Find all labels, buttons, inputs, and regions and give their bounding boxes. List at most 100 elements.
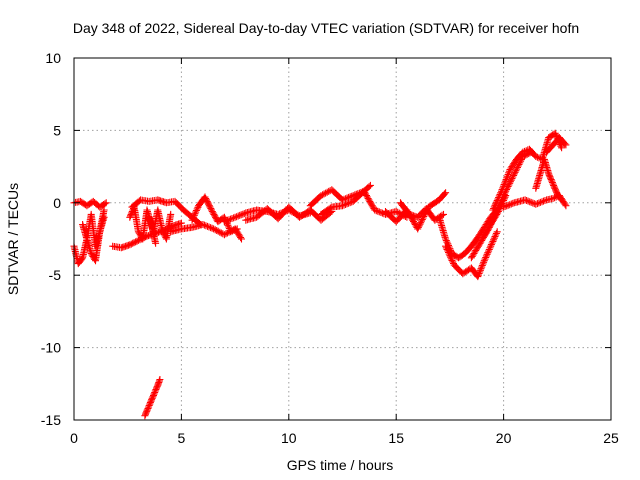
data-point-marker <box>233 213 241 221</box>
data-point-marker <box>501 203 509 210</box>
data-point-marker <box>485 223 493 231</box>
data-point-marker <box>202 222 210 230</box>
data-point-marker <box>153 384 160 392</box>
data-point-marker <box>562 202 570 210</box>
data-point-marker <box>478 262 486 269</box>
data-point-marker <box>345 199 353 207</box>
data-point-marker <box>147 397 155 405</box>
data-point-marker <box>153 383 161 391</box>
data-point-marker <box>503 202 511 210</box>
data-point-marker <box>374 207 382 215</box>
data-point-marker <box>228 215 236 222</box>
data-point-marker <box>214 227 222 235</box>
data-point-marker <box>220 218 228 226</box>
data-point-marker <box>199 221 207 228</box>
data-point-marker <box>152 386 160 394</box>
data-point-marker <box>532 200 540 208</box>
data-point-marker <box>488 219 496 227</box>
data-point-marker <box>236 211 244 219</box>
data-point-marker <box>227 228 235 236</box>
data-point-marker <box>322 189 330 197</box>
data-point-marker <box>208 208 216 215</box>
data-point-marker <box>487 241 495 249</box>
data-point-marker <box>562 141 570 149</box>
data-point-marker <box>326 204 334 212</box>
data-point-marker <box>151 387 159 395</box>
data-point-marker <box>548 177 556 185</box>
data-point-marker <box>475 270 483 277</box>
x-tick-label: 15 <box>388 430 404 446</box>
data-point-marker <box>489 237 497 245</box>
data-point-marker <box>549 180 557 188</box>
data-point-marker <box>490 236 498 244</box>
data-point-marker <box>142 409 150 417</box>
data-point-marker <box>488 218 496 226</box>
data-point-marker <box>552 187 560 195</box>
data-point-marker <box>320 190 328 198</box>
data-point-marker <box>495 194 503 201</box>
data-point-marker <box>497 189 505 197</box>
data-point-marker <box>205 223 213 231</box>
data-point-marker <box>346 199 354 207</box>
data-point-marker <box>416 220 424 228</box>
data-point-marker <box>503 174 511 182</box>
data-point-marker <box>501 193 509 201</box>
data-point-marker <box>445 250 453 258</box>
data-point-marker <box>126 213 134 221</box>
data-point-marker <box>363 193 371 201</box>
data-point-marker <box>492 200 500 208</box>
data-point-marker <box>491 201 499 209</box>
data-point-marker <box>319 191 327 199</box>
data-point-marker <box>148 394 156 402</box>
data-point-marker <box>323 188 331 196</box>
data-point-marker <box>514 164 521 171</box>
data-point-marker <box>100 206 108 214</box>
data-point-marker <box>474 242 482 250</box>
data-point-marker <box>521 147 528 155</box>
data-point-marker <box>145 402 153 409</box>
data-point-marker <box>201 193 209 201</box>
data-point-marker <box>410 219 418 227</box>
data-point-marker <box>488 239 496 247</box>
data-point-marker <box>234 212 242 220</box>
data-point-marker <box>203 196 210 204</box>
data-point-marker <box>367 199 375 207</box>
x-tick-label: 0 <box>70 430 78 446</box>
data-point-marker <box>449 258 457 266</box>
data-point-marker <box>510 170 518 178</box>
data-point-marker <box>550 183 558 191</box>
data-point-marker <box>499 182 507 190</box>
data-point-marker <box>190 211 198 219</box>
data-point-marker <box>146 399 154 407</box>
data-point-marker <box>490 205 498 212</box>
series-arc-u <box>478 192 510 243</box>
y-tick-label: -15 <box>41 412 61 428</box>
data-point-marker <box>208 224 216 232</box>
data-point-marker <box>156 376 164 383</box>
data-point-marker <box>500 203 508 211</box>
data-point-marker <box>494 195 502 203</box>
data-point-marker <box>503 172 511 180</box>
data-point-marker <box>498 186 506 193</box>
data-point-marker <box>483 250 491 258</box>
data-point-marker <box>443 238 451 246</box>
data-point-marker <box>479 260 487 268</box>
data-point-marker <box>475 271 482 279</box>
x-axis-label: GPS time / hours <box>287 457 394 473</box>
data-point-marker <box>513 165 521 173</box>
data-point-marker <box>489 206 497 214</box>
data-point-marker <box>210 210 218 218</box>
data-point-marker <box>442 242 450 250</box>
data-point-marker <box>512 167 520 175</box>
data-point-marker <box>492 229 500 237</box>
data-point-marker <box>496 190 504 198</box>
data-point-marker <box>129 239 137 247</box>
data-point-marker <box>231 213 239 221</box>
data-point-marker <box>500 181 508 188</box>
data-point-marker <box>417 219 425 227</box>
data-point-marker <box>479 234 487 242</box>
grid-lines <box>74 58 611 420</box>
data-point-marker <box>150 391 157 399</box>
series-arc-w <box>532 155 566 204</box>
